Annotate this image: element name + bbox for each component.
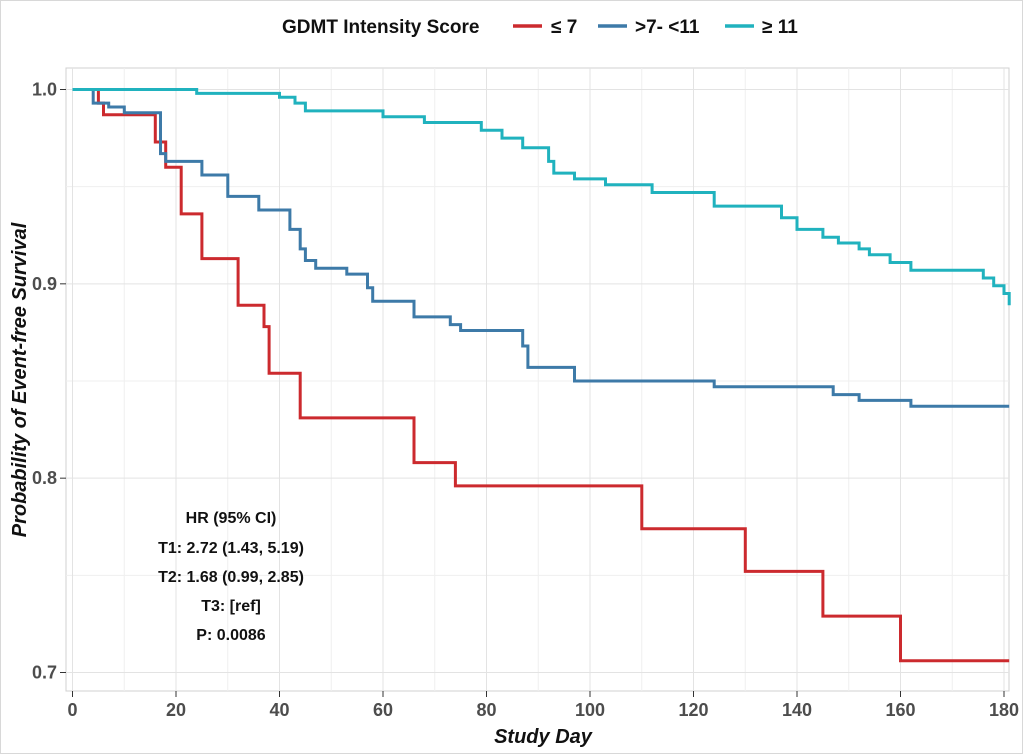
x-tick-label: 100: [575, 700, 605, 720]
y-tick-label: 1.0: [32, 80, 57, 100]
y-axis: 0.7 0.8 0.9 1.0: [32, 80, 66, 683]
x-tick-label: 20: [166, 700, 186, 720]
x-tick-label: 140: [782, 700, 812, 720]
legend-label-1: ≤ 7: [551, 17, 577, 38]
legend-item-1: ≤ 7: [513, 17, 577, 38]
annotation-t1: T1: 2.72 (1.43, 5.19): [158, 540, 304, 557]
x-axis-title: Study Day: [494, 726, 593, 748]
legend-label-3: ≥ 11: [762, 17, 798, 38]
y-tick-label: 0.9: [32, 274, 57, 294]
series-layer: [72, 88, 1011, 663]
legend: GDMT Intensity Score ≤ 7 >7- <11 ≥ 11: [282, 17, 798, 38]
legend-label-2: >7- <11: [635, 17, 700, 38]
x-tick-label: 180: [989, 700, 1019, 720]
series-line-3: [72, 88, 1011, 306]
plot-panel: [65, 67, 1010, 692]
legend-title: GDMT Intensity Score: [282, 17, 479, 38]
x-tick-label: 40: [269, 700, 289, 720]
x-tick-label: 120: [678, 700, 708, 720]
x-tick-label: 80: [476, 700, 496, 720]
x-tick-label: 160: [885, 700, 915, 720]
annotation-t2: T2: 1.68 (0.99, 2.85): [158, 569, 304, 586]
legend-item-2: >7- <11: [598, 17, 700, 38]
legend-item-3: ≥ 11: [725, 17, 798, 38]
y-tick-label: 0.8: [32, 468, 57, 488]
x-axis: 0 20 40 60 80 100 120 140 160 180: [67, 691, 1019, 720]
series-line-1: [72, 88, 1010, 663]
series-line-2: [72, 88, 1010, 408]
hazard-ratio-annotation: HR (95% CI) T1: 2.72 (1.43, 5.19) T2: 1.…: [158, 510, 304, 644]
gridlines: [66, 68, 1009, 691]
annotation-p-value: P: 0.0086: [196, 627, 265, 644]
x-tick-label: 60: [373, 700, 393, 720]
y-axis-title: Probability of Event-free Survival: [9, 222, 31, 537]
annotation-t3: T3: [ref]: [201, 598, 261, 615]
annotation-heading: HR (95% CI): [186, 510, 277, 527]
y-tick-label: 0.7: [32, 663, 57, 683]
x-tick-label: 0: [67, 700, 77, 720]
